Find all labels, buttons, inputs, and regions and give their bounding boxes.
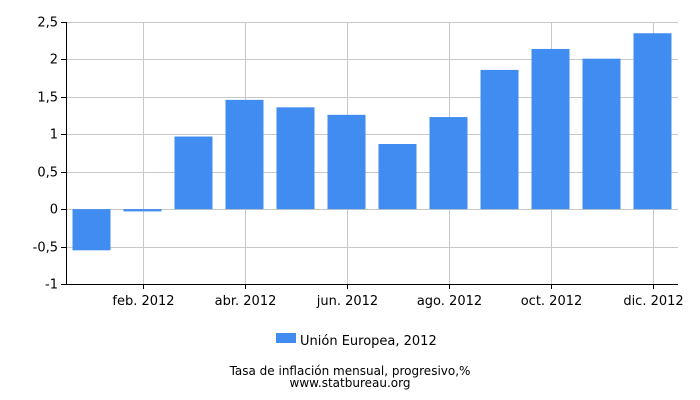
bar	[276, 107, 315, 210]
bar	[531, 48, 570, 210]
x-tick-label: jun. 2012	[316, 294, 378, 309]
bar	[174, 136, 213, 210]
x-tick-label: abr. 2012	[215, 294, 277, 309]
bar	[225, 99, 264, 210]
y-tick-label: -1	[45, 278, 58, 293]
axes: -1 -0,5 0 0,5 1 1,5 2 2,5 feb. 2012 abr. 2012 jun.…	[33, 16, 684, 310]
bar	[72, 209, 111, 251]
chart-source: www.statbureau.org	[289, 376, 411, 390]
bar	[327, 114, 366, 210]
bar-series	[72, 33, 672, 251]
y-tick-label: 2,5	[37, 16, 58, 31]
bar	[480, 69, 519, 210]
y-tick-label: 0	[50, 203, 58, 218]
y-tick-label: -0,5	[33, 241, 58, 256]
bar	[378, 144, 417, 210]
y-tick-label: 2	[50, 53, 58, 68]
y-tick-label: 1	[50, 128, 58, 143]
x-tick-label: dic. 2012	[623, 294, 683, 309]
bar	[123, 209, 162, 212]
y-tick-label: 0,5	[37, 166, 58, 181]
legend-label: Unión Europea, 2012	[300, 334, 437, 349]
x-tick-label: oct. 2012	[521, 294, 583, 309]
chart-title: Tasa de inflación mensual, progresivo,%	[229, 364, 471, 378]
bar	[582, 58, 621, 210]
legend: Unión Europea, 2012	[276, 333, 437, 349]
x-tick-label: ago. 2012	[417, 294, 482, 309]
y-tick-label: 1,5	[37, 91, 58, 106]
x-tick-label: feb. 2012	[112, 294, 174, 309]
legend-swatch	[276, 333, 296, 343]
bar	[633, 33, 672, 210]
bar	[429, 117, 468, 210]
